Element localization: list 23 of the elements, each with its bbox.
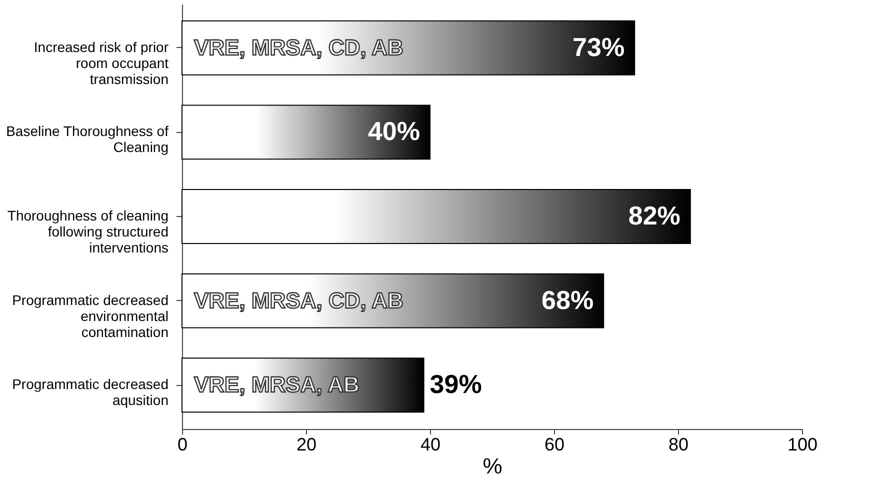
bar <box>182 104 430 160</box>
x-axis-title: % <box>482 454 502 478</box>
x-tick-label: 0 <box>177 434 188 454</box>
data-label: 82% <box>628 200 680 230</box>
x-tick-label: 60 <box>544 434 565 454</box>
x-tick-label: 100 <box>787 434 818 454</box>
y-tick-label: Baseline Thoroughness of Cleaning <box>6 123 169 156</box>
bar <box>182 20 636 76</box>
annotation: VRE, MRSA, AB <box>194 372 360 398</box>
data-label: 68% <box>542 284 594 315</box>
data-label: 73% <box>572 32 625 62</box>
y-tick-label: Thoroughness of cleaning following structured interventions <box>7 208 168 256</box>
annotation: VRE, MRSA, CD, AB <box>194 288 404 313</box>
data-label: 39% <box>430 369 482 400</box>
y-tick-label: Increased risk of prior room occupant transmission <box>34 38 169 87</box>
y-tick-label: Programmatic decreased aqusition <box>12 376 168 408</box>
y-tick-label: Programmatic decreased environmental contamination <box>12 292 168 340</box>
annotation: VRE, MRSA, CD, AB <box>194 34 404 60</box>
bar <box>182 189 691 244</box>
x-tick-label: 80 <box>668 434 689 454</box>
x-tick-label: 40 <box>420 434 441 454</box>
x-tick-label: 20 <box>296 434 317 454</box>
data-label: 40% <box>368 116 420 146</box>
